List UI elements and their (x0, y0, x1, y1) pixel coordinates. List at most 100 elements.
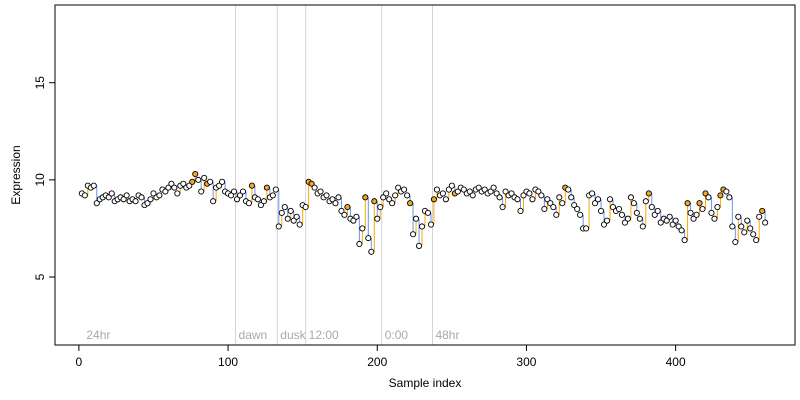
data-point (669, 221, 676, 228)
x-tick-label: 0 (76, 355, 83, 369)
data-point (174, 190, 181, 197)
data-point (630, 200, 637, 207)
data-point (245, 200, 253, 207)
data-point (344, 204, 351, 211)
data-point (732, 238, 739, 246)
data-point (726, 194, 733, 201)
data-point (639, 223, 646, 230)
data-point (696, 200, 703, 207)
data-point (287, 207, 294, 214)
data-point (323, 192, 330, 199)
data-point (90, 182, 97, 189)
data-point (487, 188, 494, 195)
data-point (201, 174, 208, 181)
data-point (556, 194, 563, 201)
marker-label: 12:00 (309, 328, 339, 342)
data-point (401, 186, 408, 193)
data-point (377, 204, 384, 211)
data-point (430, 196, 438, 203)
data-point (538, 192, 545, 199)
data-point (284, 215, 291, 222)
x-axis: 0 100 200 300 400 (76, 344, 686, 369)
data-point (186, 182, 193, 189)
data-point (395, 184, 402, 191)
data-point (520, 192, 527, 199)
data-points (78, 170, 769, 255)
data-point (600, 221, 608, 228)
data-point (230, 188, 238, 195)
data-point (636, 215, 643, 222)
data-point (729, 223, 736, 230)
data-point (711, 215, 718, 222)
data-point (308, 180, 315, 187)
data-point (445, 186, 452, 193)
data-point (207, 178, 214, 185)
marker-lines (235, 5, 433, 345)
marker-labels: dawn dusk 12:00 0:00 48hr 24hr (86, 328, 459, 342)
data-point (648, 204, 655, 211)
y-tick-label: 5 (33, 273, 47, 280)
data-point (550, 204, 557, 211)
data-point (517, 207, 524, 214)
data-point (645, 190, 652, 197)
data-point (198, 188, 205, 195)
data-point (535, 188, 542, 195)
data-point (717, 192, 724, 199)
data-point (475, 184, 482, 191)
data-point (466, 188, 473, 195)
data-point (571, 202, 578, 209)
data-point (335, 194, 342, 201)
data-point (672, 217, 679, 224)
data-point (219, 178, 226, 185)
data-point (541, 205, 548, 213)
data-point (407, 200, 414, 207)
data-point (666, 213, 673, 220)
data-point (514, 196, 521, 203)
x-tick-label: 400 (666, 355, 686, 369)
data-point (108, 190, 115, 197)
data-point (735, 213, 742, 220)
data-point (589, 190, 596, 197)
data-point (681, 237, 688, 244)
data-point (687, 209, 694, 216)
data-point (180, 180, 187, 187)
data-point (547, 200, 554, 207)
data-point (592, 200, 599, 207)
y-tick-label: 10 (33, 173, 47, 187)
data-point (433, 186, 440, 193)
data-point (753, 237, 760, 244)
x-axis-label: Sample index (389, 376, 462, 390)
data-point (427, 221, 435, 228)
data-point (260, 198, 267, 205)
data-point (690, 215, 697, 222)
data-point (281, 204, 288, 211)
data-point (678, 227, 685, 234)
data-point (496, 194, 503, 201)
data-point (380, 194, 387, 201)
data-point (508, 190, 515, 197)
data-point (386, 196, 393, 203)
y-axis-label: Expression (9, 145, 23, 204)
data-point (750, 231, 757, 238)
data-point (651, 211, 658, 218)
data-point (311, 184, 318, 191)
data-point (460, 186, 467, 193)
data-point (577, 211, 584, 218)
data-point (615, 205, 623, 213)
data-point (239, 188, 247, 195)
data-point (714, 204, 721, 211)
data-point (675, 223, 682, 230)
y-axis: 5 10 15 (33, 76, 56, 280)
data-point (597, 207, 605, 214)
data-point (302, 204, 309, 211)
data-point (404, 192, 411, 199)
data-point (359, 225, 366, 232)
data-point (350, 217, 357, 224)
data-point (412, 215, 420, 222)
data-point (469, 192, 476, 199)
data-point (448, 182, 455, 189)
data-point (490, 184, 497, 191)
data-point (332, 200, 339, 207)
data-point (365, 235, 372, 242)
